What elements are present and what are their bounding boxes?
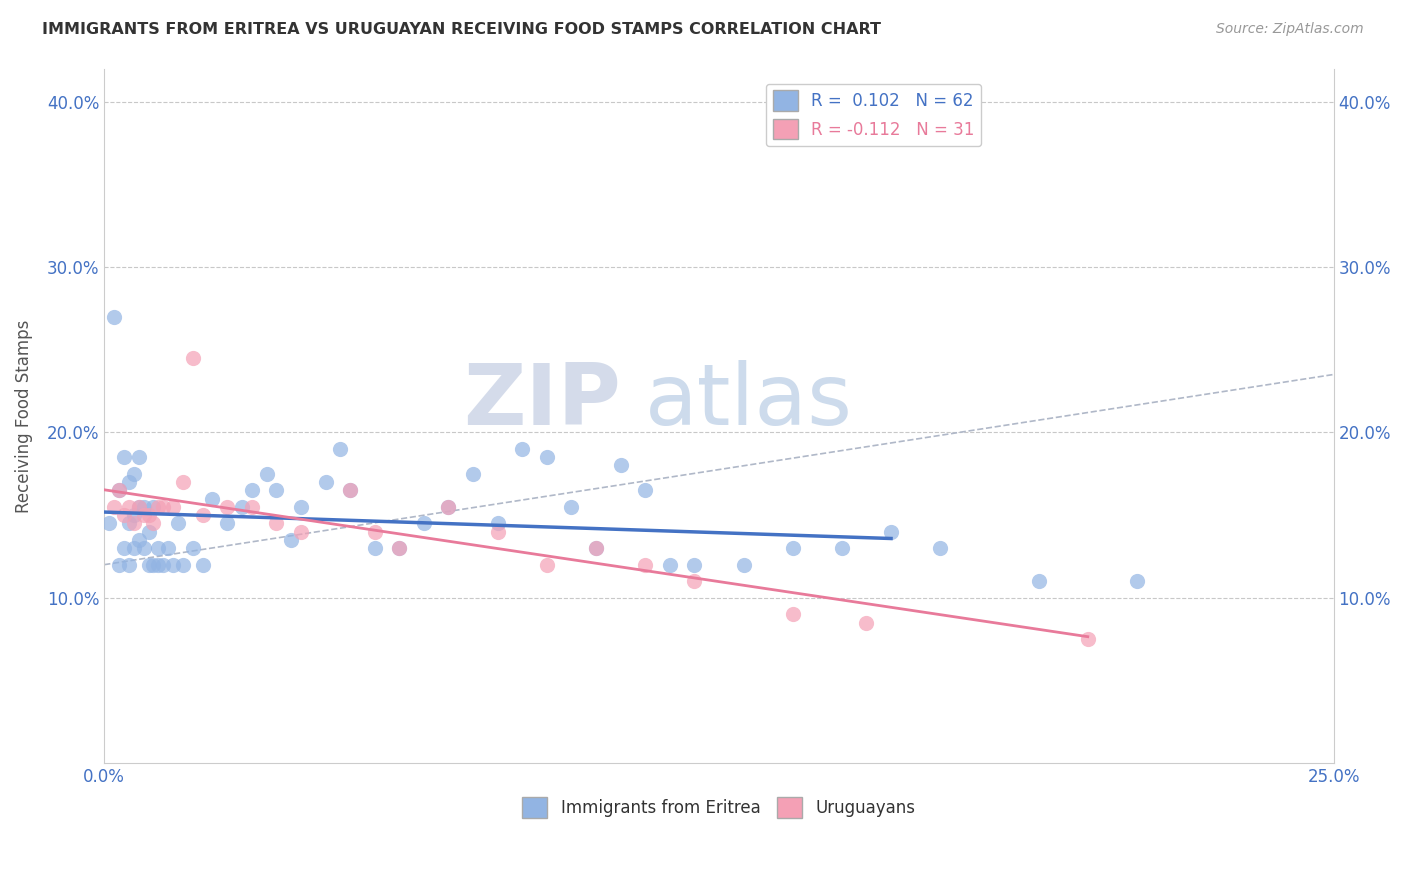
Point: [152, 500, 174, 514]
Point: [782, 607, 804, 622]
Point: [364, 541, 387, 555]
Point: [138, 508, 160, 522]
Point: [142, 558, 165, 572]
Point: [148, 500, 170, 514]
Point: [191, 558, 214, 572]
Point: [118, 516, 141, 531]
Text: atlas: atlas: [645, 360, 853, 443]
Point: [437, 500, 460, 514]
Point: [437, 500, 460, 514]
Point: [280, 533, 302, 547]
Point: [103, 310, 125, 324]
Point: [412, 516, 434, 531]
Point: [148, 541, 170, 555]
Point: [536, 450, 558, 465]
Point: [138, 524, 160, 539]
Point: [201, 491, 224, 506]
Point: [122, 467, 145, 481]
Point: [683, 574, 706, 589]
Point: [172, 475, 194, 489]
Point: [266, 483, 288, 498]
Point: [162, 558, 184, 572]
Point: [98, 516, 121, 531]
Point: [634, 483, 657, 498]
Point: [782, 541, 804, 555]
Point: [122, 516, 145, 531]
Point: [103, 500, 125, 514]
Y-axis label: Receiving Food Stamps: Receiving Food Stamps: [15, 319, 32, 513]
Point: [118, 500, 141, 514]
Point: [1077, 632, 1099, 646]
Point: [231, 500, 253, 514]
Point: [132, 508, 155, 522]
Point: [112, 450, 135, 465]
Point: [855, 615, 877, 630]
Point: [256, 467, 278, 481]
Point: [536, 558, 558, 572]
Point: [118, 558, 141, 572]
Point: [108, 558, 131, 572]
Point: [329, 442, 352, 456]
Point: [388, 541, 411, 555]
Point: [132, 500, 155, 514]
Point: [461, 467, 484, 481]
Point: [217, 516, 239, 531]
Point: [240, 483, 263, 498]
Point: [181, 541, 204, 555]
Point: [118, 475, 141, 489]
Point: [132, 541, 155, 555]
Point: [148, 558, 170, 572]
Point: [128, 500, 150, 514]
Point: [108, 483, 131, 498]
Point: [929, 541, 952, 555]
Point: [510, 442, 533, 456]
Point: [128, 450, 150, 465]
Point: [486, 524, 509, 539]
Point: [585, 541, 607, 555]
Point: [315, 475, 337, 489]
Point: [167, 516, 190, 531]
Point: [142, 516, 165, 531]
Point: [486, 516, 509, 531]
Point: [560, 500, 582, 514]
Point: [733, 558, 755, 572]
Point: [240, 500, 263, 514]
Text: IMMIGRANTS FROM ERITREA VS URUGUAYAN RECEIVING FOOD STAMPS CORRELATION CHART: IMMIGRANTS FROM ERITREA VS URUGUAYAN REC…: [42, 22, 882, 37]
Point: [609, 458, 631, 473]
Point: [339, 483, 361, 498]
Point: [152, 558, 174, 572]
Point: [290, 524, 312, 539]
Text: Source: ZipAtlas.com: Source: ZipAtlas.com: [1216, 22, 1364, 37]
Point: [290, 500, 312, 514]
Point: [122, 541, 145, 555]
Point: [683, 558, 706, 572]
Point: [1028, 574, 1050, 589]
Point: [181, 351, 204, 365]
Point: [634, 558, 657, 572]
Point: [112, 508, 135, 522]
Point: [217, 500, 239, 514]
Legend: Immigrants from Eritrea, Uruguayans: Immigrants from Eritrea, Uruguayans: [516, 790, 922, 824]
Point: [388, 541, 411, 555]
Point: [658, 558, 681, 572]
Point: [142, 500, 165, 514]
Point: [339, 483, 361, 498]
Point: [128, 500, 150, 514]
Point: [157, 541, 180, 555]
Point: [880, 524, 903, 539]
Text: ZIP: ZIP: [463, 360, 620, 443]
Point: [266, 516, 288, 531]
Point: [108, 483, 131, 498]
Point: [162, 500, 184, 514]
Point: [831, 541, 853, 555]
Point: [585, 541, 607, 555]
Point: [364, 524, 387, 539]
Point: [191, 508, 214, 522]
Point: [112, 541, 135, 555]
Point: [122, 508, 145, 522]
Point: [1126, 574, 1149, 589]
Point: [138, 558, 160, 572]
Point: [128, 533, 150, 547]
Point: [172, 558, 194, 572]
